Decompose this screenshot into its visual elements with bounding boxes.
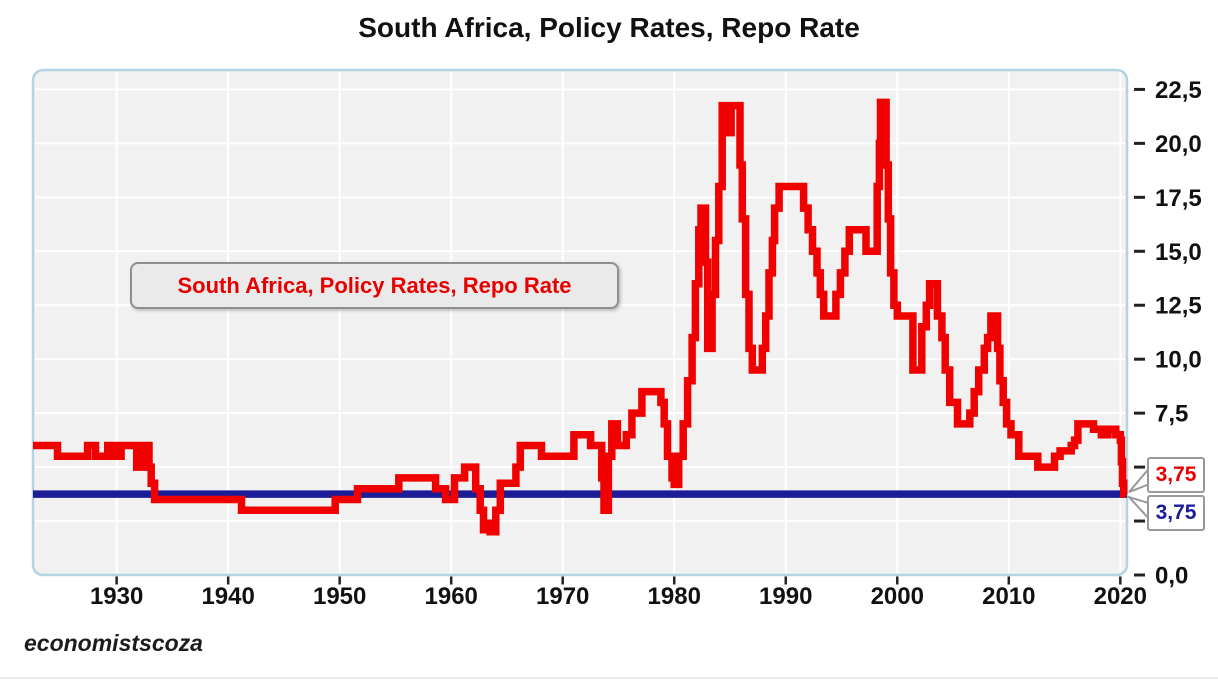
x-axis-label: 1940 (201, 583, 254, 610)
bottom-divider (0, 677, 1218, 679)
x-axis-label: 1970 (536, 583, 589, 610)
x-axis-label: 2000 (871, 583, 924, 610)
x-axis-label: 1950 (313, 583, 366, 610)
legend-box: South Africa, Policy Rates, Repo Rate (130, 262, 619, 309)
x-axis-label: 1960 (425, 583, 478, 610)
legend-label: South Africa, Policy Rates, Repo Rate (177, 272, 572, 298)
y-axis-label: 0,0 (1155, 563, 1188, 590)
refline-value-label: 3,75 (1155, 501, 1197, 524)
series-line (33, 98, 1128, 536)
y-axis-label: 15,0 (1155, 239, 1202, 266)
x-axis-label: 2020 (1094, 583, 1147, 610)
series-value-callout: 3,75 (1147, 457, 1205, 493)
refline-value-callout: 3,75 (1147, 495, 1205, 531)
x-axis-label: 1980 (648, 583, 701, 610)
x-axis-label: 1930 (90, 583, 143, 610)
y-axis-label: 12,5 (1155, 293, 1202, 320)
chart-title: South Africa, Policy Rates, Repo Rate (358, 12, 860, 43)
x-axis-label: 1990 (759, 583, 812, 610)
y-axis-label: 22,5 (1155, 77, 1202, 104)
series-value-label: 3,75 (1155, 463, 1197, 486)
watermark: economistscoza (24, 630, 203, 656)
x-axis-label: 2010 (982, 583, 1035, 610)
y-axis-label: 7,5 (1155, 401, 1188, 428)
plot-border (31, 68, 1129, 577)
y-axis-label: 10,0 (1155, 347, 1202, 374)
plot-area (33, 70, 1127, 575)
y-axis-label: 17,5 (1155, 185, 1202, 212)
y-axis-label: 20,0 (1155, 131, 1202, 158)
